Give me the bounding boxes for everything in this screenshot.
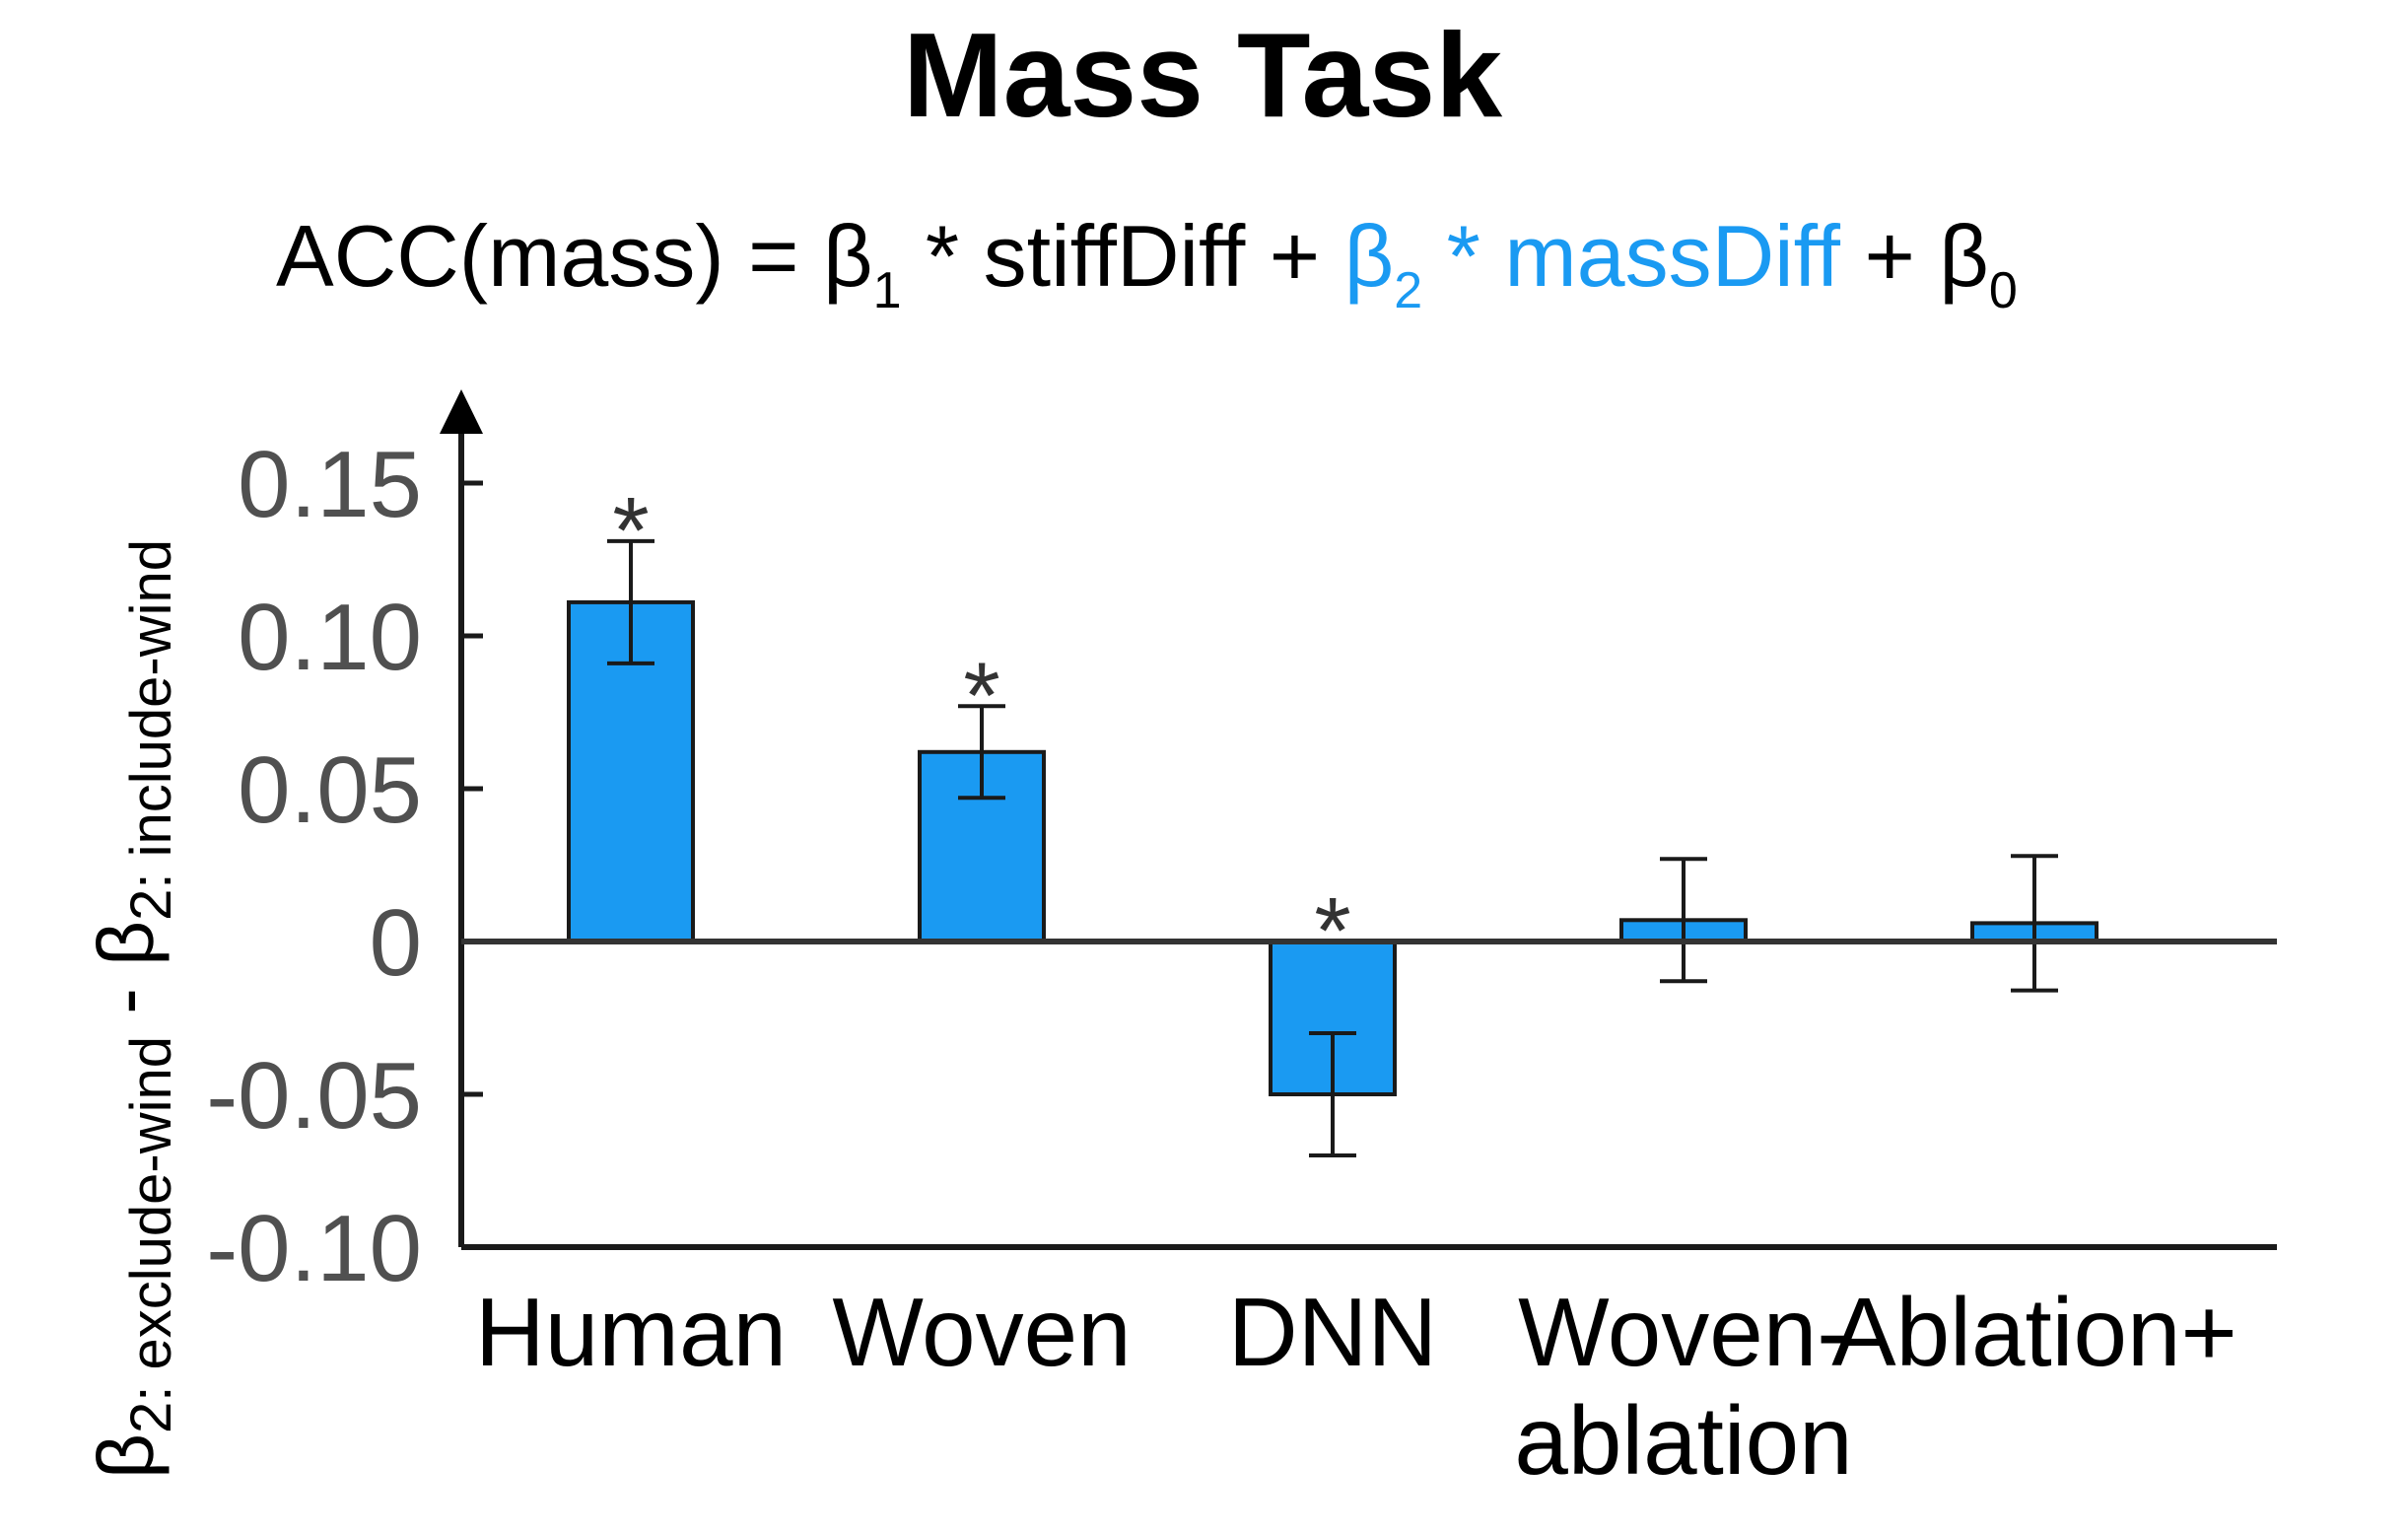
y-tick-label: 0.05	[238, 737, 422, 843]
chart-subtitle: ACC(mass) = β1 * stiffDiff + β2 * massDi…	[276, 207, 2018, 319]
chart-title: Mass Task	[903, 8, 1502, 142]
y-tick-label: -0.10	[206, 1196, 422, 1301]
x-tick-label: Ablation+	[1831, 1278, 2236, 1386]
x-tick-label: Human	[475, 1278, 787, 1386]
y-tick-label: -0.05	[206, 1043, 422, 1149]
significance-marker: *	[963, 643, 999, 748]
y-axis-arrow	[440, 389, 483, 434]
y-tick-label: 0.10	[238, 585, 422, 690]
y-axis-label: β2: exclude-wind - β2: include-wind	[82, 539, 183, 1479]
x-tick-label: Woven	[832, 1278, 1131, 1386]
y-tick-label: 0.15	[238, 432, 422, 537]
significance-marker: *	[612, 478, 649, 584]
plot-area: -0.10 -0.05 0 0.05 0.10 0.15 * Human * Woven * DNN W…	[206, 389, 2277, 1495]
x-tick-label: Woven-ablation	[1514, 1278, 1852, 1495]
y-tick-label: 0	[370, 890, 422, 996]
significance-marker: *	[1314, 878, 1350, 984]
x-tick-label: DNN	[1228, 1278, 1437, 1386]
